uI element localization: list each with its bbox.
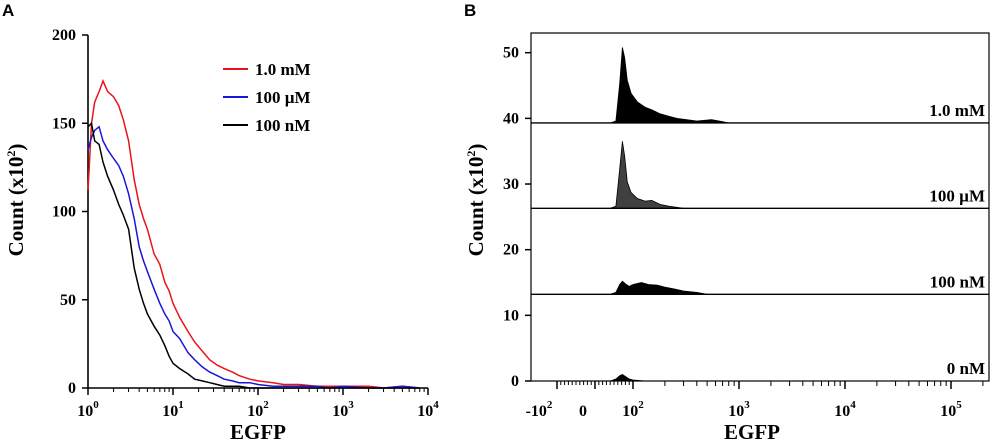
panel-a-y-label-main: Count (x10: [4, 157, 28, 257]
panel-a-x-tick-label: 104: [417, 399, 439, 420]
panel-a-y-tick-label: 0: [68, 380, 76, 397]
panel-a-x-tick-label-exp: 3: [348, 399, 354, 411]
panel-b-x-tick-label-base: -10: [526, 403, 547, 420]
panel-b-histogram-0: [610, 47, 729, 124]
panel-a-y-tick-label: 50: [60, 292, 76, 309]
panel-a-x-ticks: 100 101 102 103 104: [77, 388, 439, 420]
panel-b-histograms: 1.0 mM 100 µM 100 nM 0 nM: [531, 47, 989, 382]
panel-b-x-tick-label-exp: 4: [850, 399, 856, 411]
panel-a-x-tick-label-base: 10: [162, 403, 178, 420]
panel-b-row-label-3: 0 nM: [947, 359, 985, 378]
panel-b-y-label-main: Count (x10: [464, 157, 488, 257]
panel-a-x-tick-label-base: 10: [77, 403, 93, 420]
panel-a-series-line-0: [87, 78, 420, 389]
panel-a-legend-label-0: 1.0 mM: [255, 60, 311, 79]
panel-b-row-label-1: 100 µM: [929, 186, 985, 205]
panel-a-x-tick-label-base: 10: [332, 403, 348, 420]
panel-a-letter: A: [2, 1, 14, 20]
panel-b-x-tick-label: 105: [940, 399, 962, 420]
panel-b-histogram-3: [610, 373, 646, 382]
panel-b-y-label-sup: 2: [464, 151, 478, 157]
panel-a-x-tick-label: 103: [332, 399, 354, 420]
panel-b-y-tick-label: 50: [503, 45, 519, 62]
panel-a-y-label: Count (x102): [4, 144, 28, 257]
panel-b-y-label-close: ): [464, 144, 488, 151]
panel-a-x-tick-label: 102: [247, 399, 269, 420]
panel-b-row-label-0: 1.0 mM: [929, 101, 985, 120]
panel-b-x-tick-label: 104: [834, 399, 856, 420]
panel-a-y-tick-label: 200: [52, 27, 76, 44]
panel-b-x-tick-label: 0: [579, 403, 587, 420]
panel-b-histogram-2: [610, 280, 708, 295]
panel-b-x-tick-label: -102: [526, 399, 553, 420]
panel-a-x-tick-label: 100: [77, 399, 99, 420]
panel-a-x-tick-label-exp: 2: [263, 399, 269, 411]
panel-b-x-tick-label-base: 10: [834, 403, 850, 420]
panel-a-x-tick-label-base: 10: [417, 403, 433, 420]
panel-a-y-tick-label: 100: [52, 204, 76, 221]
panel-a-y-ticks: 0 50 100 150 200: [52, 27, 88, 397]
panel-b-x-tick-label-base: 10: [940, 403, 956, 420]
panel-b-letter: B: [464, 1, 476, 20]
panel-b-x-ticks: -102 0 102 103 104 105: [526, 381, 984, 420]
panel-b-x-tick-label: 102: [622, 399, 644, 420]
panel-a-series-line-2: [87, 121, 420, 389]
panel-a-x-tick-label-exp: 0: [93, 399, 99, 411]
panel-b-x-tick-label-exp: 2: [547, 399, 553, 411]
panel-b-y-tick-label: 0: [511, 373, 519, 390]
panel-a-x-tick-label: 101: [162, 399, 184, 420]
panel-b-histogram-1: [610, 141, 684, 209]
panel-b-x-label: EGFP: [724, 420, 780, 443]
panel-b-x-tick-label: 103: [728, 399, 750, 420]
panel-a-series-line-1: [87, 125, 420, 389]
panel-a-y-label-close: ): [4, 144, 28, 151]
panel-b-x-tick-label-exp: 3: [744, 399, 750, 411]
panel-a-x-label: EGFP: [230, 420, 286, 443]
panel-a-legend: 1.0 mM 100 µM 100 nM: [223, 60, 311, 135]
panel-a-series: [87, 78, 420, 389]
panel-b-frame: [530, 32, 990, 382]
panel-b-x-tick-label-base: 10: [622, 403, 638, 420]
panel-b-x-tick-label-exp: 2: [638, 399, 644, 411]
panel-a-legend-label-2: 100 nM: [255, 116, 310, 135]
panel-b-y-tick-label: 10: [503, 307, 519, 324]
panel-b-y-label: Count (x102): [464, 144, 488, 257]
panel-b-x-tick-label-base: 0: [579, 403, 587, 420]
panel-a-x-tick-label-base: 10: [247, 403, 263, 420]
panel-b-y-ticks: 0 10 20 30 40 50: [503, 45, 531, 390]
panel-b-y-tick-label: 40: [503, 110, 519, 127]
panel-a-y-tick-label: 150: [52, 115, 76, 132]
panel-a-legend-label-1: 100 µM: [255, 88, 311, 107]
panel-b-x-tick-label-exp: 5: [956, 399, 962, 411]
panel-b-row-label-2: 100 nM: [930, 272, 985, 291]
panel-b-y-tick-label: 30: [503, 176, 519, 193]
panel-a-x-tick-label-exp: 4: [433, 399, 439, 411]
panel-b-x-tick-label-base: 10: [728, 403, 744, 420]
panel-b-y-tick-label: 20: [503, 242, 519, 259]
panel-a-y-label-sup: 2: [4, 151, 18, 157]
panel-a-x-tick-label-exp: 1: [178, 399, 184, 411]
